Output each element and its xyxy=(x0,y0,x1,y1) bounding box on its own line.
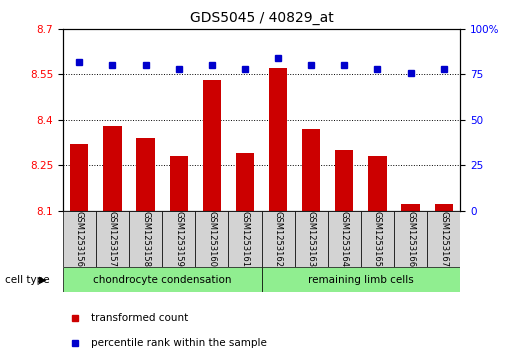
Bar xyxy=(162,211,195,267)
Bar xyxy=(70,144,88,211)
Text: GSM1253162: GSM1253162 xyxy=(274,211,282,267)
Text: GSM1253159: GSM1253159 xyxy=(174,211,183,266)
Text: GDS5045 / 40829_at: GDS5045 / 40829_at xyxy=(190,11,333,25)
Bar xyxy=(169,156,188,211)
Bar xyxy=(335,150,354,211)
Bar xyxy=(294,211,328,267)
Bar xyxy=(104,126,121,211)
Text: chondrocyte condensation: chondrocyte condensation xyxy=(93,274,231,285)
Text: GSM1253156: GSM1253156 xyxy=(75,211,84,267)
Text: GSM1253163: GSM1253163 xyxy=(306,211,316,267)
Bar xyxy=(63,211,96,267)
Bar xyxy=(229,211,262,267)
Bar xyxy=(63,267,262,292)
Text: transformed count: transformed count xyxy=(90,313,188,323)
Text: GSM1253160: GSM1253160 xyxy=(207,211,217,267)
Bar xyxy=(129,211,162,267)
Bar xyxy=(236,153,254,211)
Text: GSM1253164: GSM1253164 xyxy=(340,211,349,267)
Text: GSM1253158: GSM1253158 xyxy=(141,211,150,267)
Bar xyxy=(435,204,453,211)
Bar xyxy=(203,81,221,211)
Text: ▶: ▶ xyxy=(39,274,47,285)
Bar xyxy=(269,68,287,211)
Bar xyxy=(195,211,229,267)
Bar xyxy=(262,211,294,267)
Text: GSM1253165: GSM1253165 xyxy=(373,211,382,267)
Text: GSM1253166: GSM1253166 xyxy=(406,211,415,267)
Bar xyxy=(96,211,129,267)
Text: GSM1253161: GSM1253161 xyxy=(241,211,249,267)
Bar xyxy=(394,211,427,267)
Bar xyxy=(361,211,394,267)
Text: GSM1253157: GSM1253157 xyxy=(108,211,117,267)
Text: GSM1253167: GSM1253167 xyxy=(439,211,448,267)
Bar xyxy=(427,211,460,267)
Bar xyxy=(328,211,361,267)
Text: percentile rank within the sample: percentile rank within the sample xyxy=(90,338,266,348)
Bar xyxy=(137,138,155,211)
Bar xyxy=(302,129,320,211)
Text: cell type: cell type xyxy=(5,274,50,285)
Bar xyxy=(402,204,419,211)
Text: remaining limb cells: remaining limb cells xyxy=(308,274,414,285)
Bar xyxy=(262,267,460,292)
Bar xyxy=(368,156,386,211)
